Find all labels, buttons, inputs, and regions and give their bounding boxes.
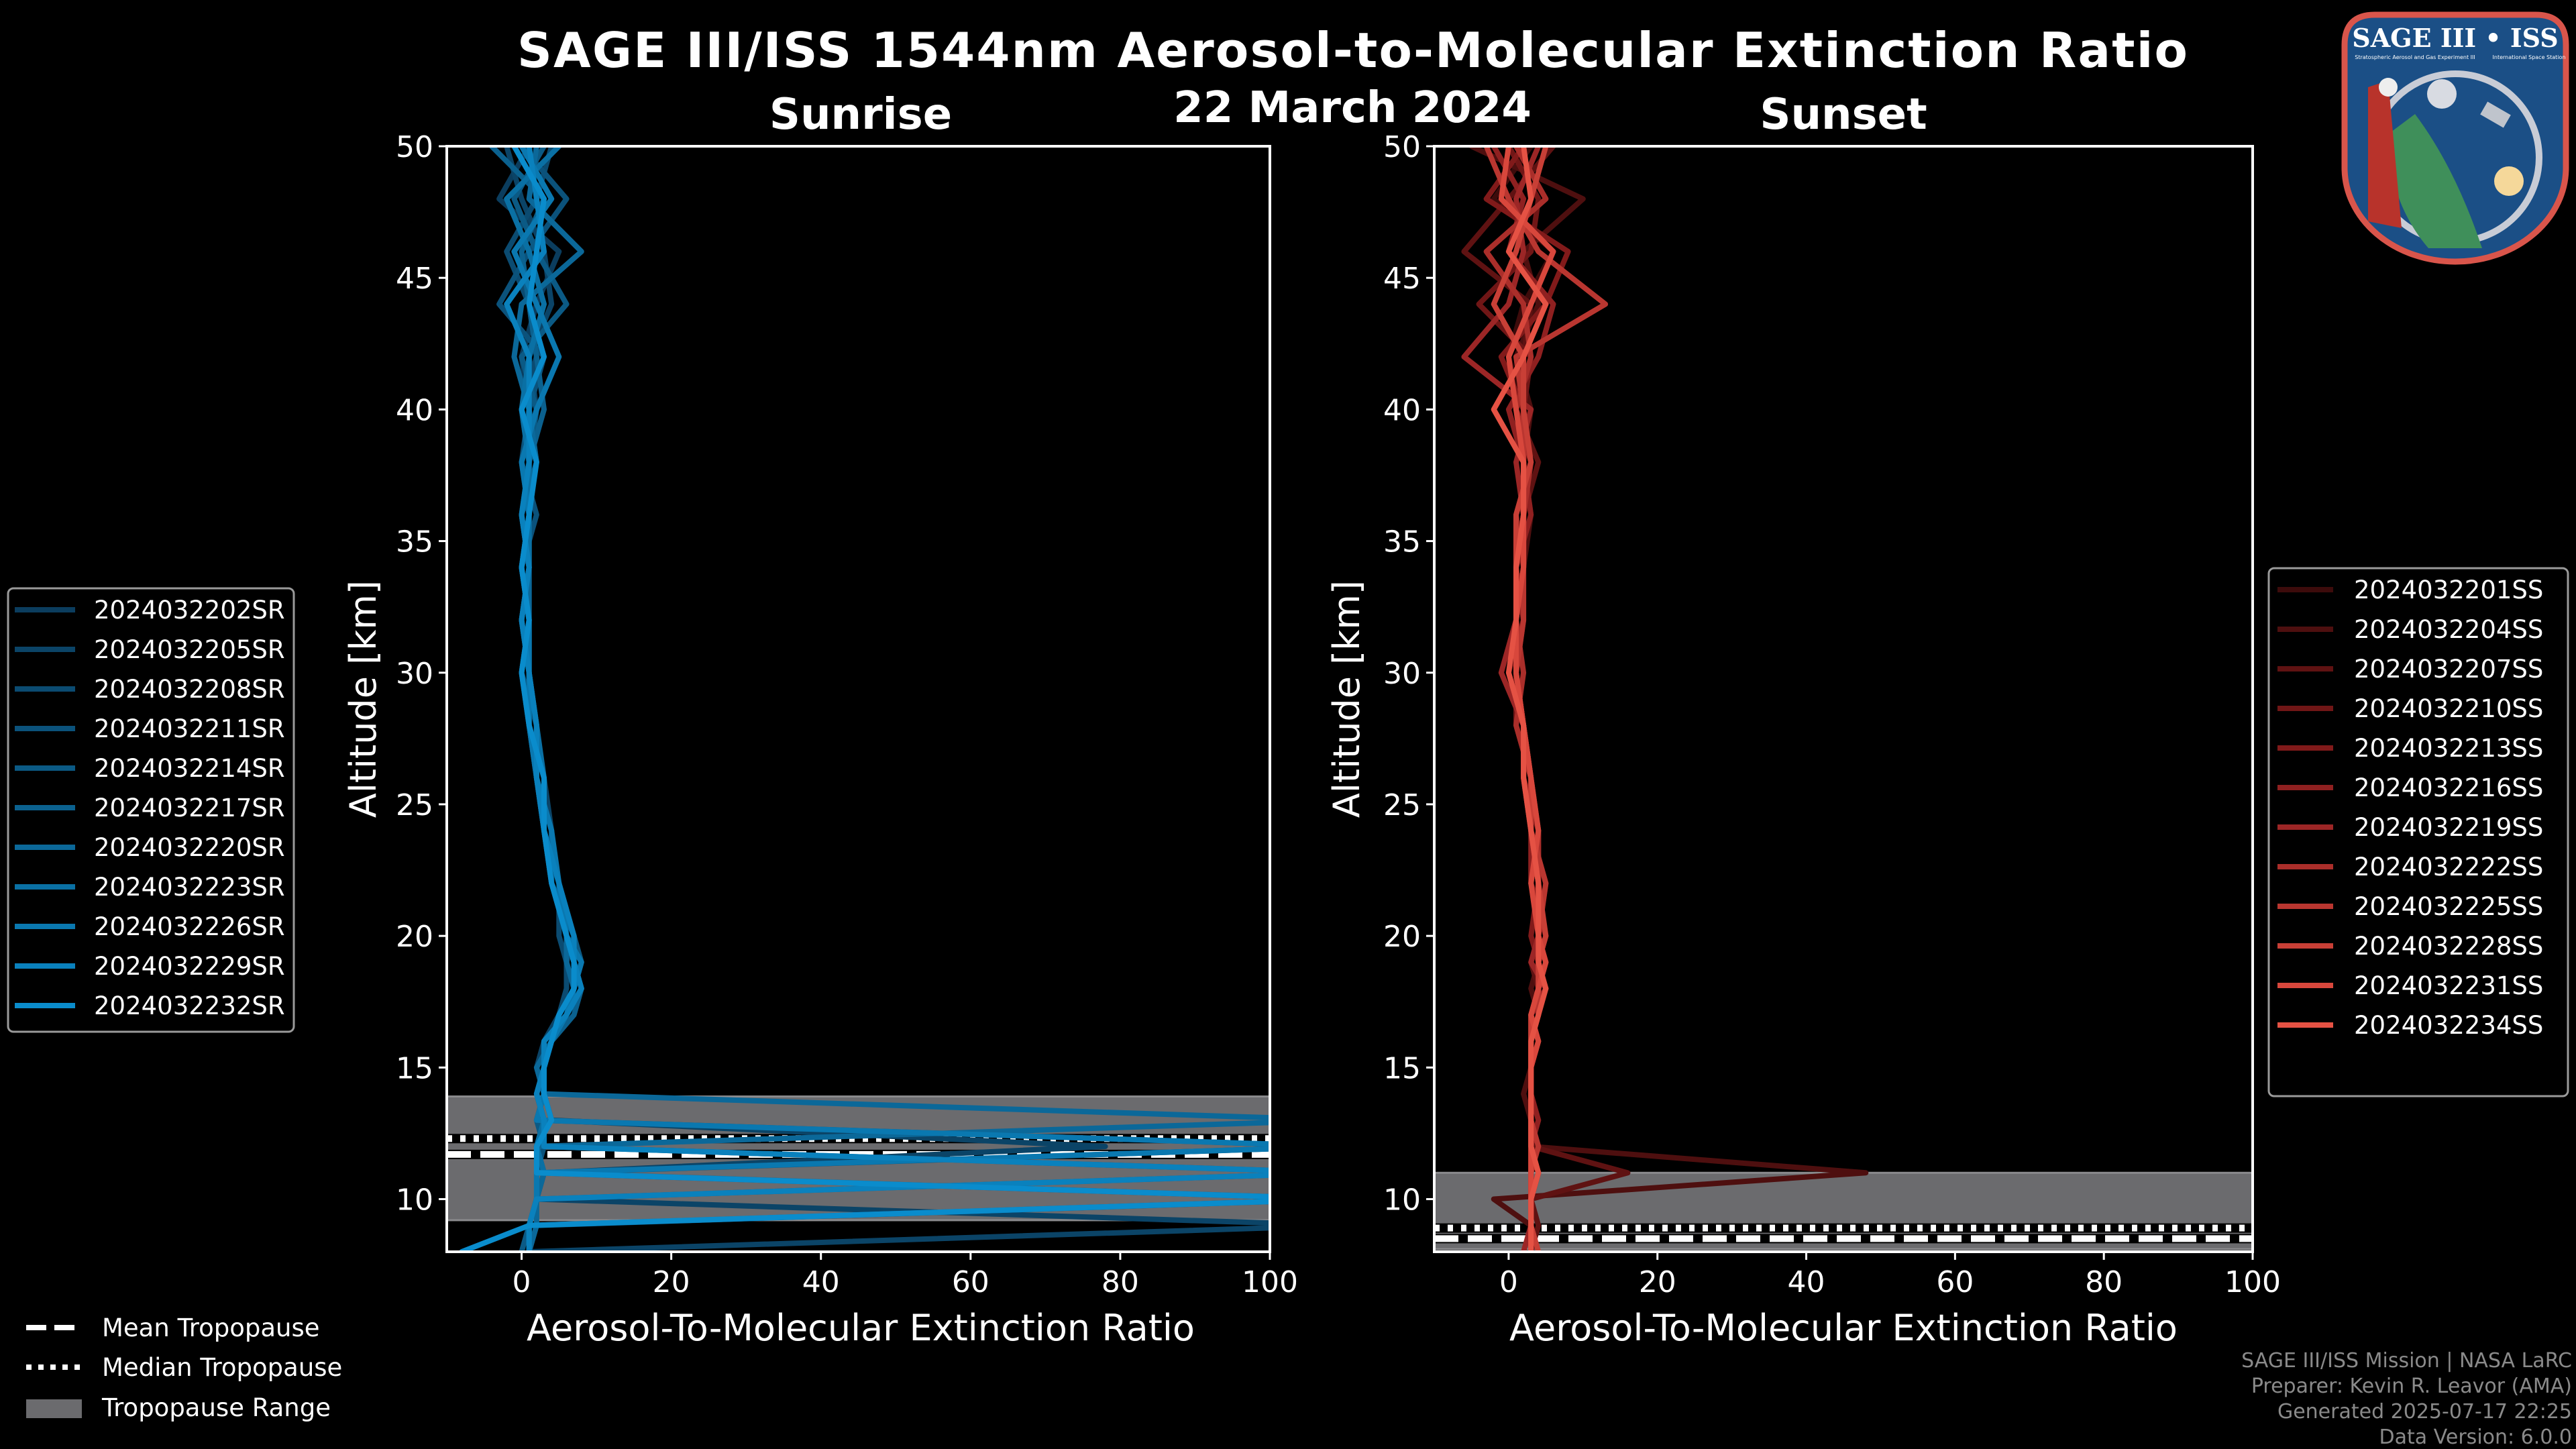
footer: SAGE III/ISS Mission | NASA LaRC Prepare… (2241, 1349, 2572, 1449)
panel-title-sunrise: Sunrise (769, 90, 952, 140)
x-tick-label: 0 (513, 1265, 531, 1299)
footer-mission: SAGE III/ISS Mission | NASA LaRC (2241, 1349, 2572, 1373)
x-tick-label: 80 (2085, 1265, 2123, 1299)
legend-label: 2024032226SR (94, 912, 285, 941)
profile-2024032225SS (1483, 146, 1609, 1252)
y-axis-label-sunrise: Altitude [km] (342, 580, 384, 818)
logo-subtitle-right: International Space Station (2493, 54, 2566, 60)
logo-sun-icon (2494, 166, 2524, 196)
median-tropopause-label: Median Tropopause (102, 1353, 342, 1382)
x-axis-label-sunset: Aerosol-To-Molecular Extinction Ratio (1509, 1307, 2178, 1349)
x-tick-label: 60 (1936, 1265, 1974, 1299)
profile-2024032226SR (511, 146, 1270, 1252)
tropopause-legend: Mean Tropopause Median Tropopause Tropop… (26, 1313, 342, 1422)
legend-label: 2024032225SS (2354, 892, 2543, 921)
legend-label: 2024032202SR (94, 596, 285, 625)
footer-generated: Generated 2025-07-17 22:25 (2277, 1400, 2572, 1424)
panel-title-sunset: Sunset (1760, 90, 1927, 140)
plot-area (447, 146, 1270, 1252)
legend-label: 2024032201SS (2354, 576, 2543, 604)
legend-label: 2024032228SS (2354, 932, 2543, 961)
legend-label: 2024032222SS (2354, 853, 2543, 881)
legend-label: 2024032223SR (94, 873, 285, 902)
footer-preparer: Preparer: Kevin R. Leavor (AMA) (2251, 1375, 2572, 1398)
logo-title: SAGE III • ISS (2352, 23, 2558, 53)
sunrise-plot: 0 20 40 60 80 100 10 15 20 25 30 35 40 45 50 (396, 130, 1298, 1299)
y-tick-label: 30 (1383, 657, 1421, 691)
x-axis-label-sunrise: Aerosol-To-Molecular Extinction Ratio (527, 1307, 1195, 1349)
axes-frame (1433, 145, 2254, 1253)
legend-frame (2267, 567, 2569, 1097)
legend-label: 2024032217SR (94, 794, 285, 822)
legend-label: 2024032211SR (94, 714, 285, 743)
logo-wizard-head (2379, 78, 2398, 97)
y-tick-label: 20 (1383, 920, 1421, 954)
legend-label: 2024032210SS (2354, 694, 2543, 723)
legend-label: 2024032232SR (94, 991, 285, 1020)
legend-label: 2024032204SS (2354, 615, 2543, 644)
y-tick-label: 15 (1383, 1051, 1421, 1085)
x-tick-label: 0 (1499, 1265, 1518, 1299)
profiles (1461, 146, 1869, 1252)
y-tick-label: 50 (396, 130, 433, 164)
y-tick-label: 35 (1383, 525, 1421, 559)
y-axis-label-sunset: Altitude [km] (1326, 580, 1368, 818)
sunset-plot: 0 20 40 60 80 100 10 15 20 25 30 35 40 45 50 (1383, 130, 2281, 1299)
y-tick-label: 25 (1383, 788, 1421, 822)
y-tick-label: 20 (396, 920, 433, 954)
legend-label: 2024032207SS (2354, 655, 2543, 684)
figure-title: SAGE III/ISS 1544nm Aerosol-to-Molecular… (517, 22, 2188, 78)
legend-label: 2024032214SR (94, 754, 285, 783)
profiles (459, 146, 1270, 1252)
legend-label: 2024032213SS (2354, 734, 2543, 763)
x-tick-label: 100 (1242, 1265, 1298, 1299)
legend-frame (7, 587, 295, 1033)
logo-subtitle-left: Stratospheric Aerosol and Gas Experiment… (2355, 54, 2475, 60)
legend-label: 2024032205SR (94, 635, 285, 664)
x-tick-label: 40 (1788, 1265, 1825, 1299)
sunset-legend: 2024032201SS 2024032204SS 2024032207SS 2024… (2267, 567, 2569, 1097)
legend-label: 2024032219SS (2354, 813, 2543, 842)
footer-data-version: Data Version: 6.0.0 (2379, 1426, 2572, 1449)
tropopause-range-swatch (26, 1399, 82, 1418)
y-tick-label: 35 (396, 525, 433, 559)
legend-label: 2024032231SS (2354, 971, 2543, 1000)
y-tick-label: 45 (396, 262, 433, 296)
y-tick-label: 45 (1383, 262, 1421, 296)
plot-area (1434, 146, 2253, 1252)
y-tick-label: 25 (396, 788, 433, 822)
legend-label: 2024032220SR (94, 833, 285, 862)
legend-label: 2024032234SS (2354, 1011, 2543, 1040)
y-tick-label: 10 (1383, 1183, 1421, 1218)
legend-label: 2024032216SS (2354, 773, 2543, 802)
sage-iii-iss-logo: SAGE III • ISS Stratospheric Aerosol and… (2341, 11, 2569, 265)
logo-iss-icon (2480, 101, 2511, 128)
y-tick-label: 40 (396, 393, 433, 427)
profile-2024032232SR (459, 146, 1270, 1252)
logo-wizard-icon (2368, 80, 2402, 228)
x-tick-label: 20 (653, 1265, 690, 1299)
logo-earth-icon (2388, 114, 2482, 248)
y-tick-label: 50 (1383, 130, 1421, 164)
x-tick-label: 100 (2224, 1265, 2281, 1299)
y-tick-label: 15 (396, 1051, 433, 1085)
x-tick-label: 20 (1639, 1265, 1676, 1299)
x-tick-label: 60 (952, 1265, 989, 1299)
x-tick-label: 40 (802, 1265, 840, 1299)
logo-moon-icon (2427, 79, 2457, 109)
y-tick-label: 10 (396, 1183, 433, 1218)
mean-tropopause-label: Mean Tropopause (102, 1313, 320, 1342)
sunrise-legend: 2024032202SR 2024032205SR 2024032208SR 2024… (7, 587, 295, 1033)
legend-label: 2024032229SR (94, 952, 285, 981)
profile-2024032234SS (1491, 146, 1549, 1252)
tropopause-range-label: Tropopause Range (101, 1393, 331, 1422)
axes-frame (445, 145, 1271, 1253)
x-tick-label: 80 (1102, 1265, 1139, 1299)
legend-label: 2024032208SR (94, 675, 285, 704)
y-tick-label: 30 (396, 657, 433, 691)
figure-date: 22 March 2024 (1173, 83, 1532, 133)
y-tick-label: 40 (1383, 393, 1421, 427)
